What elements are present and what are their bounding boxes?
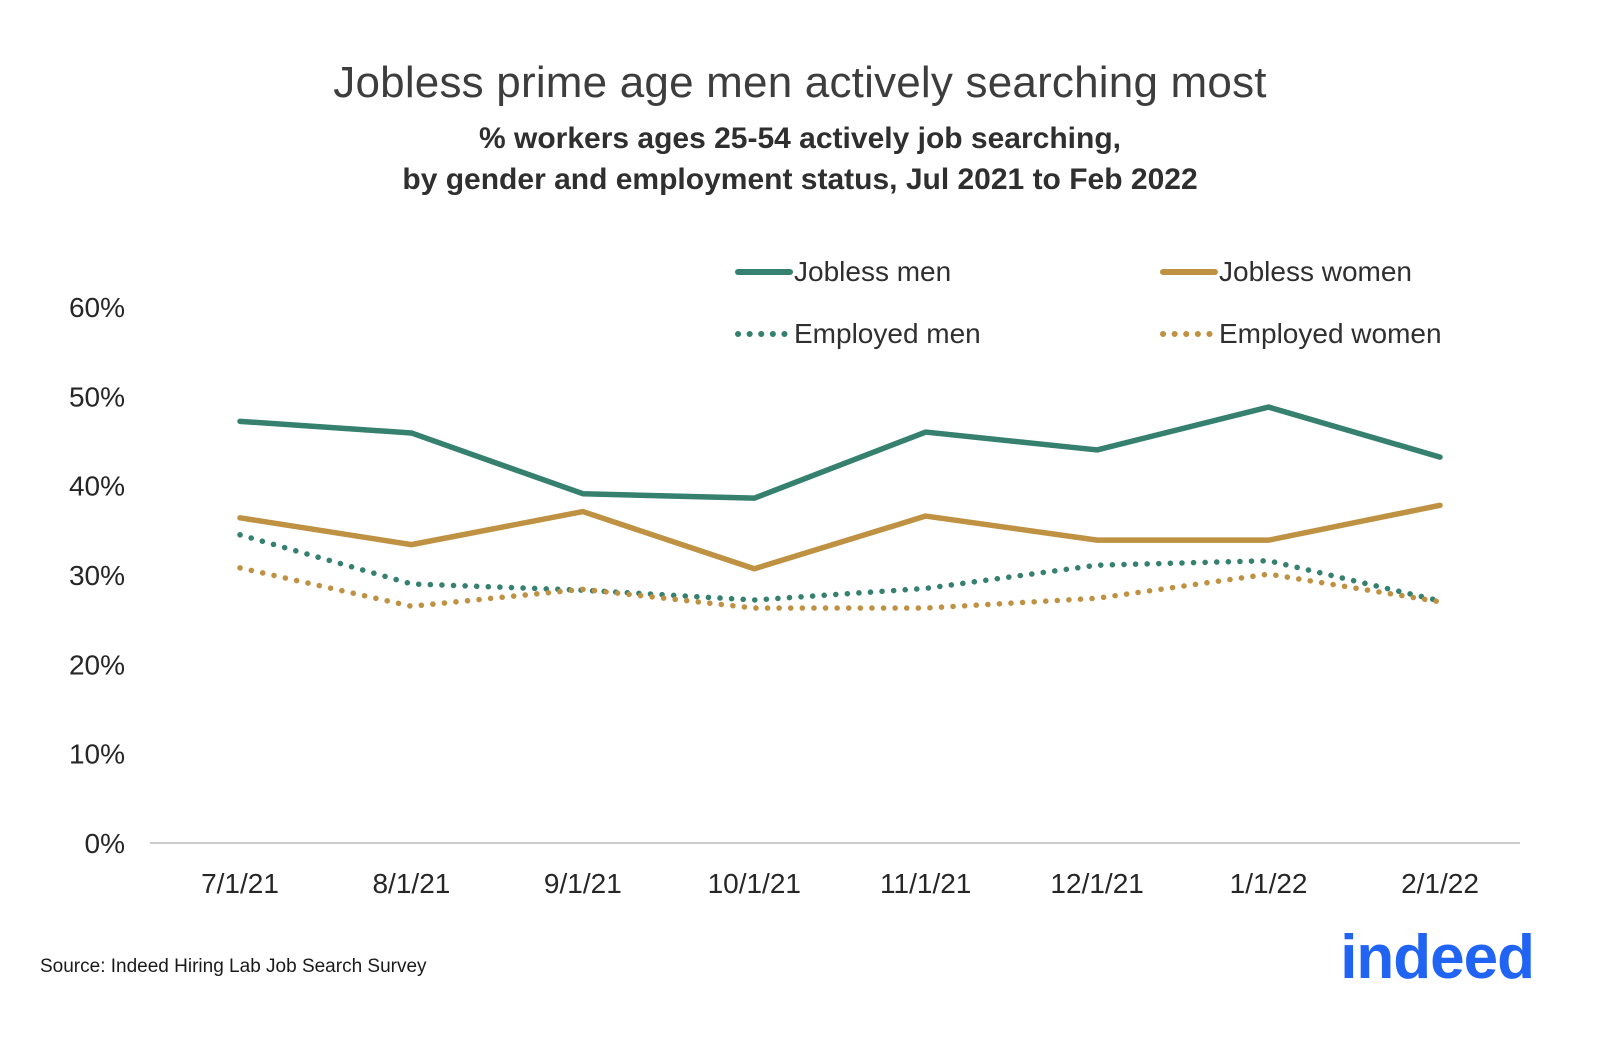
series-line-employed-women [237,565,1443,611]
x-axis-tick-label: 12/1/21 [1050,868,1143,899]
chart-subtitle-line1: % workers ages 25-54 actively job search… [479,122,1121,155]
series-line-jobless-men [237,404,1443,501]
x-axis-tick-label: 1/1/22 [1230,868,1308,899]
legend-label: Jobless women [1219,256,1412,287]
y-axis-tick-label: 50% [69,381,125,412]
y-axis-tick-label: 0% [85,828,125,859]
x-axis-tick-label: 2/1/22 [1401,868,1479,899]
legend-label: Employed men [794,318,981,349]
x-axis-tick-label: 10/1/21 [708,868,801,899]
y-axis-tick-label: 10% [69,739,125,770]
legend-item-employed-women: Employed women [1160,318,1442,350]
x-axis-tick-label: 11/1/21 [880,868,971,899]
line-chart: 0% 10% 20% 30% 40% 50% 60% 7/1/21 8/1/21 9/1/21 10… [69,292,1520,899]
y-axis-tick-label: 60% [69,292,125,323]
chart-area: 0% 10% 20% 30% 40% 50% 60% 7/1/21 8/1/21 9/1/21 10… [0,230,1600,910]
y-axis-tick-label: 20% [69,649,125,680]
legend-item-jobless-men: Jobless men [735,256,1160,288]
chart-title: Jobless prime age men actively searching… [333,58,1267,107]
source-note: Source: Indeed Hiring Lab Job Search Sur… [40,956,427,977]
legend-label: Employed women [1219,318,1442,349]
legend-swatch-dotted [1160,331,1218,337]
x-axis-tick-label: 8/1/21 [372,868,450,899]
y-axis-tick-label: 30% [69,560,125,591]
x-axis-tick-label: 9/1/21 [544,868,622,899]
chart-legend: Jobless men Jobless women Employed men Empl… [735,256,1442,350]
legend-item-employed-men: Employed men [735,318,1160,350]
legend-swatch-dotted [735,331,793,337]
y-axis-tick-label: 40% [69,471,125,502]
series-line-jobless-women [237,502,1443,572]
legend-swatch-solid [735,269,793,275]
legend-label: Jobless men [794,256,952,287]
indeed-logo: indeed [1340,923,1535,992]
legend-swatch-solid [1160,269,1218,275]
series-line-employed-men [237,532,1443,604]
chart-subtitle: % workers ages 25-54 actively job search… [0,118,1600,201]
chart-subtitle-line2: by gender and employment status, Jul 202… [402,163,1198,197]
legend-item-jobless-women: Jobless women [1160,256,1442,288]
x-axis-tick-label: 7/1/21 [201,868,279,899]
